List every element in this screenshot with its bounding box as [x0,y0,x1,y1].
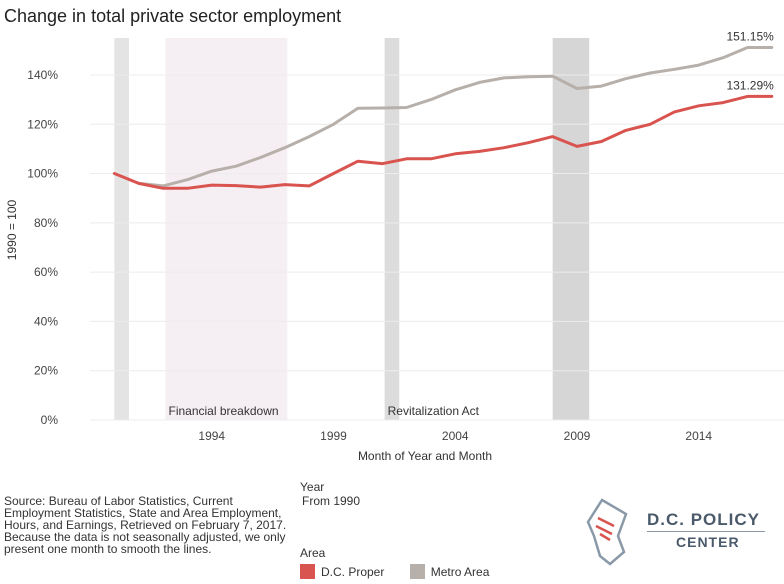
y-tick-label: 120% [27,117,58,131]
legend-label-dc-proper: D.C. Proper [321,564,385,579]
dc-policy-center-logo: D.C. POLICY CENTER [580,496,780,568]
legend-item-metro-area[interactable]: Metro Area [409,564,490,579]
y-tick-label: 40% [34,314,58,328]
x-tick-label: 2004 [442,429,469,443]
source-note: Source: Bureau of Labor Statistics, Curr… [4,494,287,556]
legend-swatch-metro-area [409,564,425,579]
chart-title: Change in total private sector employmen… [4,6,342,26]
end-label-d-c-proper: 131.29% [726,78,774,92]
year-legend-title: Year [300,480,325,494]
year-legend: Year From 1990 [300,480,360,508]
gridlines [90,74,784,421]
shaded-band-0 [114,38,129,420]
logo-text-line2: CENTER [676,534,740,550]
y-tick-label: 0% [41,413,59,427]
series-lines [112,46,774,190]
x-axis-title: Month of Year and Month [358,449,492,463]
band-label-1: Financial breakdown [168,404,278,418]
area-legend-title: Area [300,546,326,560]
y-tick-label: 100% [27,167,58,181]
y-tick-label: 20% [34,364,58,378]
y-tick-label: 80% [34,216,58,230]
line-chart: Financial breakdown Revitalization Act 15… [5,29,784,463]
y-tick-labels: 0% 20% 40% 60% 80% 100% 120% 140% [27,68,58,427]
shaded-band-1 [165,38,288,420]
x-tick-label: 2009 [564,429,591,443]
x-tick-label: 1994 [198,429,225,443]
legend-swatch-dc-proper [300,564,315,579]
area-legend: Area D.C. Proper Metro Area [300,546,511,582]
year-legend-value: From 1990 [302,494,361,508]
y-axis-title: 1990 = 100 [5,199,19,260]
x-tick-label: 2014 [685,429,712,443]
end-label-metro-area: 151.15% [726,29,774,43]
legend-label-metro-area: Metro Area [430,564,490,579]
shaded-band-2 [384,38,400,420]
y-tick-label: 60% [34,265,58,279]
legend-item-dc-proper[interactable]: D.C. Proper [300,564,384,579]
series-line-d-c-proper [112,94,774,190]
logo-divider [647,531,765,532]
series-line-metro-area [137,46,774,188]
dc-map-icon [586,498,628,566]
shaded-band-3 [552,38,590,420]
logo-text-line1: D.C. POLICY [647,510,761,529]
y-tick-label: 140% [27,68,58,82]
x-tick-label: 1999 [320,429,347,443]
end-labels: 151.15% 131.29% [726,29,774,92]
band-label-2: Revitalization Act [388,404,480,418]
shaded-bands [114,38,590,420]
band-labels: Financial breakdown Revitalization Act [168,404,479,418]
x-tick-labels: 1994 1999 2004 2009 2014 [198,429,712,443]
